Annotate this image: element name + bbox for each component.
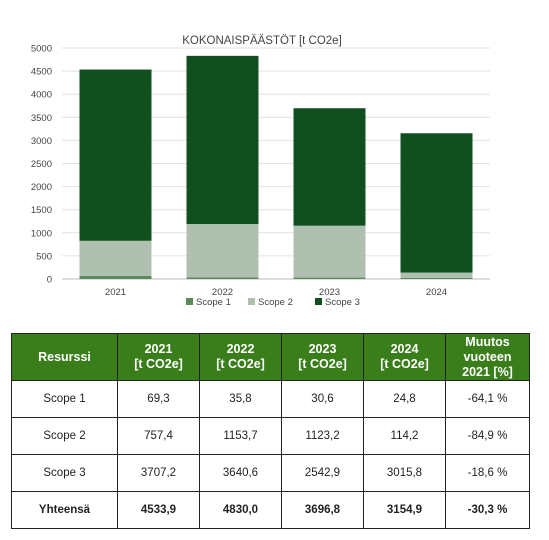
y-tick-label: 5000 (31, 44, 52, 55)
bar-scope-1 (79, 275, 152, 279)
table-cell: 114,2 (363, 417, 446, 455)
bar-scope-1 (293, 277, 366, 279)
bar-scope-1 (400, 277, 473, 279)
legend-label: Scope 1 (196, 297, 231, 308)
legend-swatch (186, 298, 193, 305)
legend-label: Scope 3 (325, 297, 360, 308)
table-cell: 1123,2 (281, 417, 364, 455)
x-tick-label: 2022 (212, 287, 233, 298)
header-2021: 2021 [t CO2e] (117, 333, 200, 381)
table-cell: 757,4 (117, 417, 200, 455)
table-cell: 1153,7 (199, 417, 282, 455)
table-cell: 3154,9 (363, 491, 446, 529)
legend-swatch (248, 298, 255, 305)
table-cell: 69,3 (117, 380, 200, 418)
table-cell: Scope 2 (11, 417, 118, 455)
y-tick-label: 1000 (31, 228, 52, 239)
chart-legend: Scope 1 Scope 2 Scope 3 (186, 297, 360, 308)
chart-bars (79, 55, 473, 279)
bar-scope-2 (293, 225, 366, 278)
table-cell: Scope 1 (11, 380, 118, 418)
emissions-chart: KOKONAISPÄÄSTÖT [t CO2e] 0 500 1000 1500 200… (31, 35, 490, 308)
table-cell: -30,3 % (445, 491, 530, 529)
y-axis: 0 500 1000 1500 2000 2500 3000 3500 4000 4500 5000 (31, 44, 52, 286)
legend-label: Scope 2 (258, 297, 293, 308)
table-row: Scope 3 3707,2 3640,6 2542,9 3015,8 -18,… (11, 454, 530, 492)
table-row: Scope 2 757,4 1153,7 1123,2 114,2 -84,9 … (11, 417, 530, 455)
header-resource: Resurssi (11, 333, 118, 381)
table-cell: 24,8 (363, 380, 446, 418)
y-tick-label: 1500 (31, 205, 52, 216)
table-cell: 3015,8 (363, 454, 446, 492)
bar-scope-2 (79, 240, 152, 276)
table-cell: -84,9 % (445, 417, 530, 455)
table-cell: 35,8 (199, 380, 282, 418)
table-cell: 2542,9 (281, 454, 364, 492)
header-change: Muutos vuoteen 2021 [%] (445, 333, 530, 381)
header-2024: 2024 [t CO2e] (363, 333, 446, 381)
y-tick-label: 3000 (31, 136, 52, 147)
table-cell: Scope 3 (11, 454, 118, 492)
x-tick-label: 2023 (319, 287, 340, 298)
header-2023: 2023 [t CO2e] (281, 333, 364, 381)
y-tick-label: 0 (47, 275, 52, 286)
bar-scope-1 (186, 277, 259, 279)
bar-scope-2 (400, 272, 473, 278)
table-cell: 3707,2 (117, 454, 200, 492)
y-tick-label: 3500 (31, 113, 52, 124)
table-cell: -64,1 % (445, 380, 530, 418)
table-cell: 4830,0 (199, 491, 282, 529)
table-cell: 3640,6 (199, 454, 282, 492)
y-tick-label: 2000 (31, 182, 52, 193)
x-tick-label: 2021 (105, 287, 126, 298)
bar-scope-3 (293, 108, 366, 226)
header-2022: 2022 [t CO2e] (199, 333, 282, 381)
x-axis: 2021 2022 2023 2024 (105, 287, 447, 298)
table-row: Scope 1 69,3 35,8 30,6 24,8 -64,1 % (11, 380, 530, 418)
table-cell: -18,6 % (445, 454, 530, 492)
x-tick-label: 2024 (426, 287, 447, 298)
bar-scope-3 (400, 133, 473, 273)
y-tick-label: 500 (36, 251, 52, 262)
bar-scope-3 (79, 69, 152, 241)
bar-scope-2 (186, 224, 259, 278)
table-header-row: Resurssi 2021 [t CO2e] 2022 [t CO2e] 202… (11, 333, 530, 381)
y-tick-label: 2500 (31, 159, 52, 170)
table-cell: 30,6 (281, 380, 364, 418)
table-cell: 4533,9 (117, 491, 200, 529)
emissions-table: Resurssi 2021 [t CO2e] 2022 [t CO2e] 202… (11, 333, 530, 529)
y-tick-label: 4500 (31, 67, 52, 78)
legend-swatch (315, 298, 322, 305)
table-row-total: Yhteensä 4533,9 4830,0 3696,8 3154,9 -30… (11, 491, 530, 529)
bar-scope-3 (186, 55, 259, 225)
table-cell: 3696,8 (281, 491, 364, 529)
y-tick-label: 4000 (31, 90, 52, 101)
chart-title: KOKONAISPÄÄSTÖT [t CO2e] (182, 35, 342, 47)
table-cell: Yhteensä (11, 491, 118, 529)
